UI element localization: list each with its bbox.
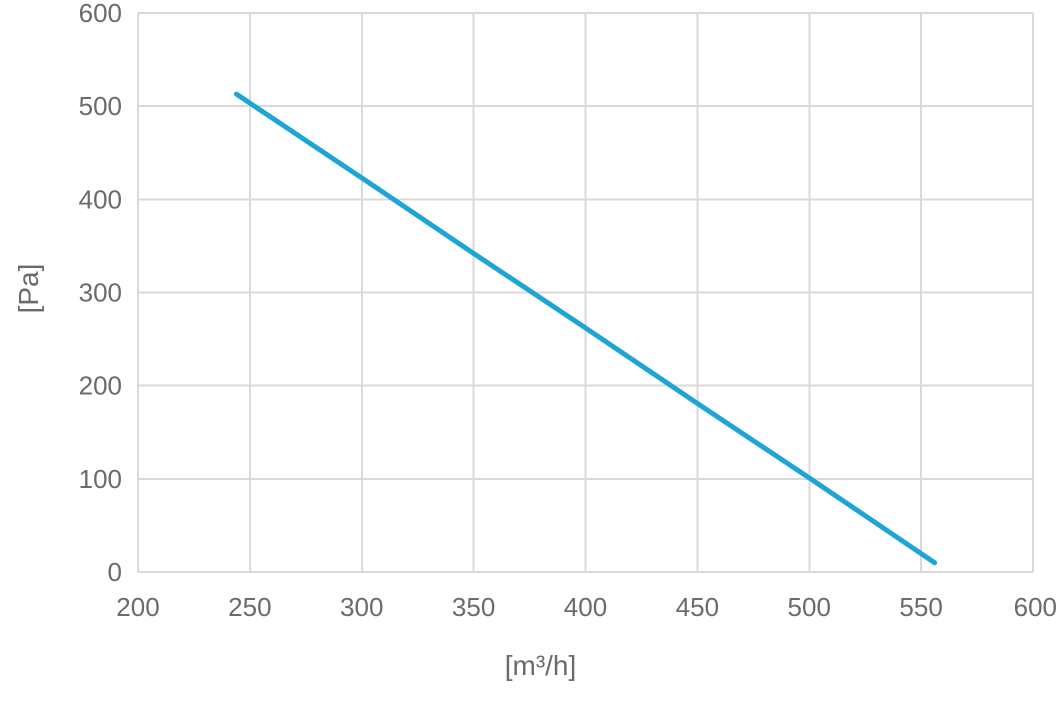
x-tick-label: 200 bbox=[116, 592, 159, 622]
y-tick-label: 0 bbox=[108, 557, 122, 587]
x-tick-label: 250 bbox=[228, 592, 271, 622]
x-tick-label: 300 bbox=[340, 592, 383, 622]
x-tick-label: 450 bbox=[676, 592, 719, 622]
series-layer bbox=[233, 91, 938, 566]
grid-layer bbox=[137, 12, 1034, 572]
series-line-0 bbox=[233, 91, 938, 566]
y-tick-label: 600 bbox=[79, 0, 122, 28]
x-tick-label: 600 bbox=[1014, 592, 1057, 622]
x-tick-label: 350 bbox=[452, 592, 495, 622]
y-axis-title: [Pa] bbox=[13, 264, 44, 314]
y-tick-label: 300 bbox=[79, 278, 122, 308]
x-axis-title: [m³/h] bbox=[505, 650, 577, 681]
y-tick-label: 500 bbox=[79, 91, 122, 121]
y-tick-label: 100 bbox=[79, 464, 122, 494]
label-layer: 0 100 200 300 400 500 600 200 250 300 350 400 450 500… bbox=[79, 0, 1057, 622]
x-tick-label: 500 bbox=[788, 592, 831, 622]
y-tick-label: 400 bbox=[79, 184, 122, 214]
x-tick-label: 400 bbox=[564, 592, 607, 622]
y-tick-label: 200 bbox=[79, 371, 122, 401]
x-tick-label: 550 bbox=[899, 592, 942, 622]
